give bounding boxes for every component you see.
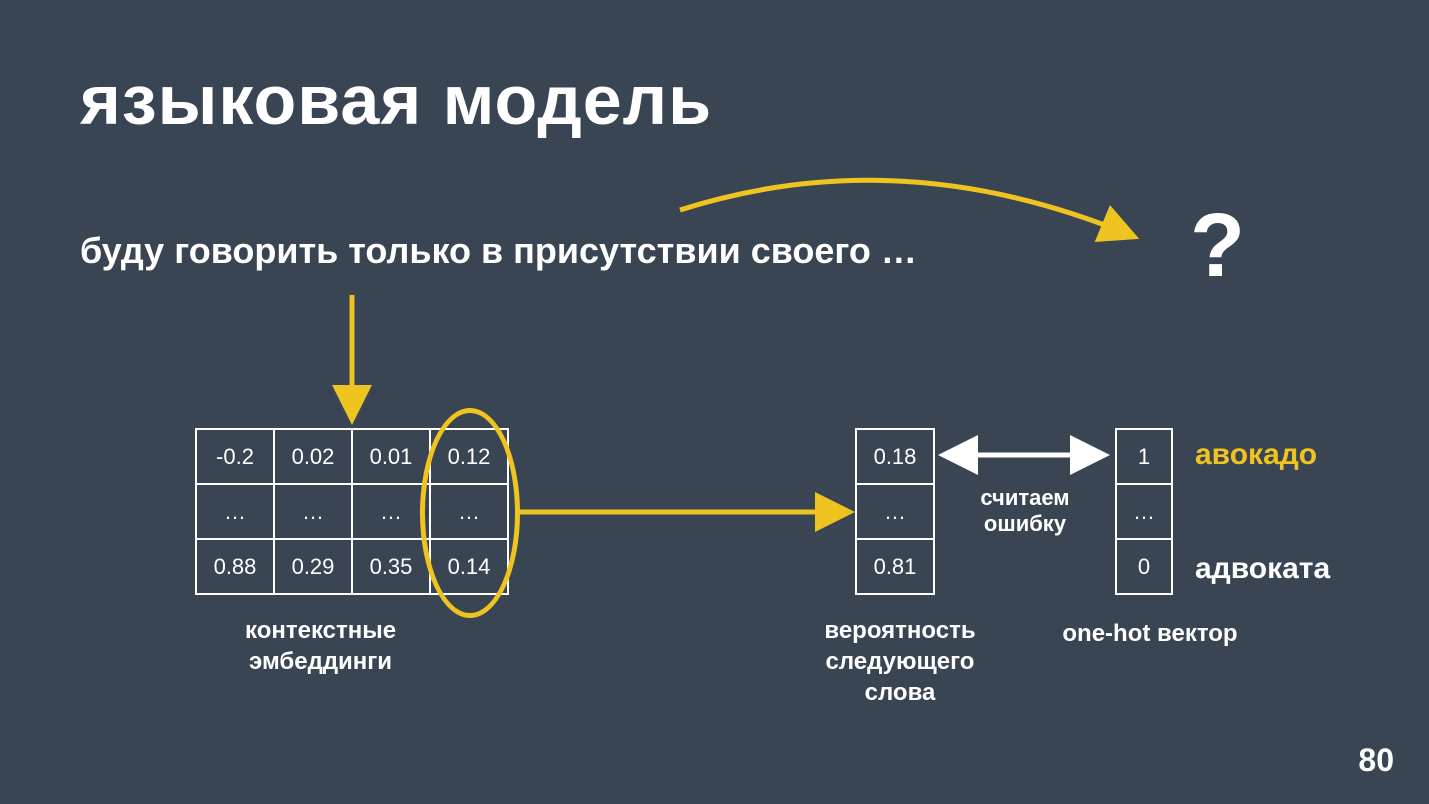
- matrix-cell: 0.35: [352, 539, 430, 594]
- matrix-cell: …: [352, 484, 430, 539]
- matrix-cell: 0.02: [274, 429, 352, 484]
- error-label: считаем ошибку: [965, 485, 1085, 538]
- page-number: 80: [1358, 742, 1394, 779]
- probability-label: вероятность следующего слова: [790, 615, 1010, 709]
- table-row: 1: [1116, 429, 1172, 484]
- matrix-cell: 0.12: [430, 429, 508, 484]
- matrix-label: контекстные эмбеддинги: [245, 615, 396, 677]
- candidate-word-1: авокадо: [1195, 438, 1317, 472]
- candidate-word-2: адвоката: [1195, 552, 1330, 586]
- error-l2: ошибку: [984, 511, 1066, 536]
- arrow-curve-icon: [680, 180, 1130, 235]
- matrix-label-l1: контекстные: [245, 617, 396, 644]
- prob-cell: 0.18: [856, 429, 934, 484]
- matrix-cell: …: [196, 484, 274, 539]
- matrix-cell: 0.14: [430, 539, 508, 594]
- prob-cell: 0.81: [856, 539, 934, 594]
- matrix-label-l2: эмбеддинги: [249, 648, 392, 675]
- table-row: 0: [1116, 539, 1172, 594]
- example-sentence: буду говорить только в присутствии своег…: [80, 230, 917, 272]
- table-row: … … … …: [196, 484, 508, 539]
- onehot-cell: 0: [1116, 539, 1172, 594]
- table-row: 0.81: [856, 539, 934, 594]
- embedding-matrix: -0.2 0.02 0.01 0.12 … … … … 0.88 0.29 0.…: [195, 428, 509, 595]
- matrix-cell: 0.88: [196, 539, 274, 594]
- table-row: …: [856, 484, 934, 539]
- prob-label-l1: вероятность: [824, 617, 975, 644]
- onehot-cell: 1: [1116, 429, 1172, 484]
- table-row: 0.88 0.29 0.35 0.14: [196, 539, 508, 594]
- slide-title: языковая модель: [80, 60, 712, 140]
- matrix-cell: …: [274, 484, 352, 539]
- onehot-column: 1 … 0: [1115, 428, 1173, 595]
- matrix-cell: …: [430, 484, 508, 539]
- onehot-label: one-hot вектор: [1050, 620, 1250, 648]
- onehot-cell: …: [1116, 484, 1172, 539]
- prob-label-l2: следующего слова: [826, 648, 975, 706]
- prob-cell: …: [856, 484, 934, 539]
- table-row: 0.18: [856, 429, 934, 484]
- probability-column: 0.18 … 0.81: [855, 428, 935, 595]
- table-row: -0.2 0.02 0.01 0.12: [196, 429, 508, 484]
- table-row: …: [1116, 484, 1172, 539]
- error-l1: считаем: [980, 485, 1069, 510]
- matrix-cell: 0.29: [274, 539, 352, 594]
- matrix-cell: -0.2: [196, 429, 274, 484]
- question-mark: ?: [1190, 195, 1245, 298]
- matrix-cell: 0.01: [352, 429, 430, 484]
